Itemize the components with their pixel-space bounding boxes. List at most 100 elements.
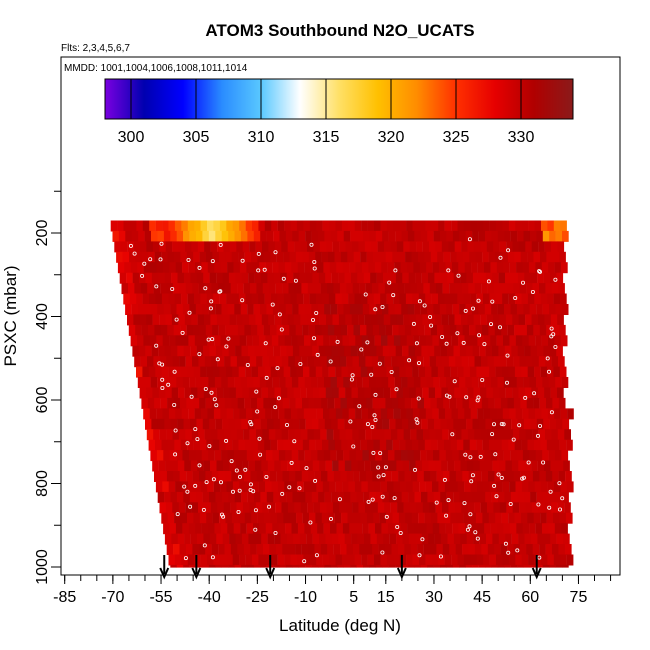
heatmap-cell (234, 230, 242, 242)
heatmap-cell (299, 272, 307, 284)
heatmap-cell (202, 418, 210, 430)
heatmap-cell (151, 230, 158, 242)
heatmap-cell (309, 512, 316, 524)
heatmap-cell (379, 439, 387, 451)
observation-marker (380, 494, 385, 499)
heatmap-cell (358, 356, 366, 368)
heatmap-cell (201, 523, 209, 535)
heatmap-cell (146, 241, 154, 253)
heatmap-cell (308, 324, 316, 336)
x-tick-label: -10 (294, 589, 317, 606)
heatmap-cell (277, 554, 285, 566)
heatmap-cell (217, 283, 225, 295)
observation-marker (464, 395, 469, 400)
observation-marker (159, 241, 164, 246)
heatmap-cell (176, 450, 183, 462)
heatmap-cell (544, 502, 552, 514)
heatmap-cell (155, 220, 163, 232)
heatmap-cell (551, 283, 559, 295)
heatmap-cell (385, 397, 393, 409)
heatmap-cell (133, 314, 141, 326)
heatmap-cell (406, 220, 413, 232)
observation-marker (373, 307, 378, 312)
heatmap-cell (556, 418, 563, 430)
heatmap-cell (496, 554, 503, 566)
observation-marker (440, 334, 445, 339)
heatmap-cell (554, 523, 562, 535)
heatmap-cell (261, 314, 269, 326)
colorbar-gradient (105, 79, 573, 119)
heatmap-cell (400, 450, 408, 462)
heatmap-cell (510, 377, 517, 388)
heatmap-cell (457, 366, 464, 378)
heatmap-cell (532, 471, 540, 482)
heatmap-cell (542, 230, 550, 242)
heatmap-cell (403, 429, 411, 441)
heatmap-cell (229, 314, 237, 326)
heatmap-cell (393, 335, 401, 347)
heatmap-cell (450, 512, 457, 524)
observation-marker (476, 298, 481, 303)
heatmap-cell (414, 304, 421, 315)
heatmap-cell (545, 544, 553, 555)
heatmap-cell (451, 220, 458, 232)
heatmap-cell (521, 220, 529, 232)
heatmap-cell (502, 366, 509, 378)
heatmap-cell (296, 293, 304, 305)
heatmap-cell (157, 377, 164, 388)
heatmap-cell (338, 460, 346, 472)
observation-marker (240, 298, 245, 303)
heatmap-cell (509, 481, 516, 493)
heatmap-cell (313, 429, 321, 441)
heatmap-cell (345, 314, 352, 326)
heatmap-cell (346, 397, 354, 409)
observation-marker (140, 273, 145, 278)
heatmap-cell (467, 387, 474, 399)
heatmap-cell (536, 564, 544, 568)
heatmap-cell (391, 544, 399, 555)
heatmap-cell (153, 429, 160, 441)
observation-marker (498, 255, 503, 260)
heatmap-cell (327, 324, 335, 336)
heatmap-cell (373, 439, 381, 451)
heatmap-cell (227, 450, 235, 462)
heatmap-cell (470, 554, 477, 566)
heatmap-cell (221, 304, 229, 315)
heatmap-cell (265, 335, 273, 347)
heatmap-cell (485, 491, 492, 503)
heatmap-cell (469, 324, 476, 336)
heatmap-cell (542, 450, 549, 462)
heatmap-cell (514, 324, 521, 336)
heatmap-cell (337, 564, 344, 568)
heatmap-cell (341, 293, 349, 305)
heatmap-cell (219, 293, 227, 305)
heatmap-cell (177, 272, 185, 284)
heatmap-cell (533, 439, 541, 451)
heatmap-cell (371, 502, 379, 514)
heatmap-cell (549, 564, 556, 568)
heatmap-cell (248, 460, 256, 472)
heatmap-cell (528, 554, 535, 566)
heatmap-cell (268, 429, 276, 441)
heatmap-cell (305, 304, 312, 315)
heatmap-cell (222, 460, 230, 472)
heatmap-cell (456, 439, 464, 451)
observation-marker (174, 317, 179, 322)
heatmap-cell (221, 564, 229, 568)
observation-marker (384, 514, 389, 519)
heatmap-cell (508, 366, 516, 378)
heatmap-cell (386, 512, 393, 524)
heatmap-cell (266, 491, 274, 503)
heatmap-cell (158, 460, 166, 472)
x-tick-label: -25 (246, 589, 269, 606)
heatmap-cell (393, 481, 401, 493)
heatmap-cell (195, 450, 203, 462)
heatmap-cell (266, 377, 273, 388)
heatmap-cell (304, 262, 311, 274)
heatmap-cell (180, 439, 188, 451)
heatmap-cell (301, 356, 308, 368)
heatmap-cell (209, 272, 217, 284)
heatmap-cell (515, 554, 522, 566)
heatmap-cell (461, 283, 469, 295)
heatmap-cell (350, 230, 357, 242)
